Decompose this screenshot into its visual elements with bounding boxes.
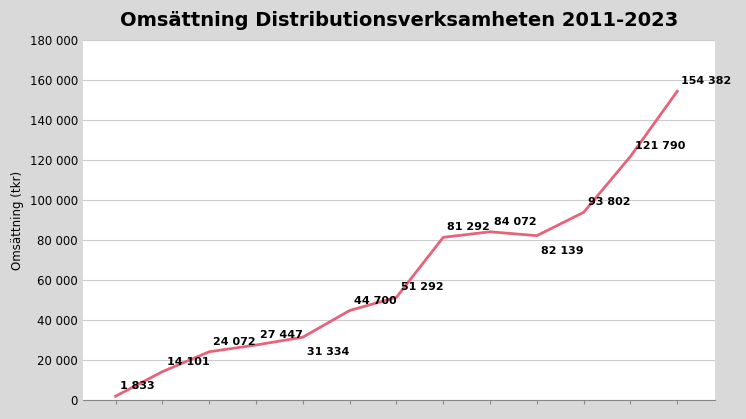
Text: 84 072: 84 072 — [494, 217, 537, 227]
Title: Omsättning Distributionsverksamheten 2011-2023: Omsättning Distributionsverksamheten 201… — [119, 11, 678, 30]
Text: 14 101: 14 101 — [166, 357, 209, 367]
Text: 93 802: 93 802 — [588, 197, 630, 207]
Text: 1 833: 1 833 — [119, 381, 154, 391]
Text: 154 382: 154 382 — [681, 76, 732, 86]
Text: 81 292: 81 292 — [448, 222, 490, 233]
Text: 121 790: 121 790 — [635, 142, 685, 151]
Text: 27 447: 27 447 — [260, 330, 303, 340]
Text: 31 334: 31 334 — [307, 347, 349, 357]
Text: 44 700: 44 700 — [354, 295, 396, 305]
Y-axis label: Omsättning (tkr): Omsättning (tkr) — [11, 171, 24, 269]
Text: 24 072: 24 072 — [213, 337, 256, 347]
Text: 51 292: 51 292 — [401, 282, 443, 292]
Text: 82 139: 82 139 — [541, 246, 583, 256]
